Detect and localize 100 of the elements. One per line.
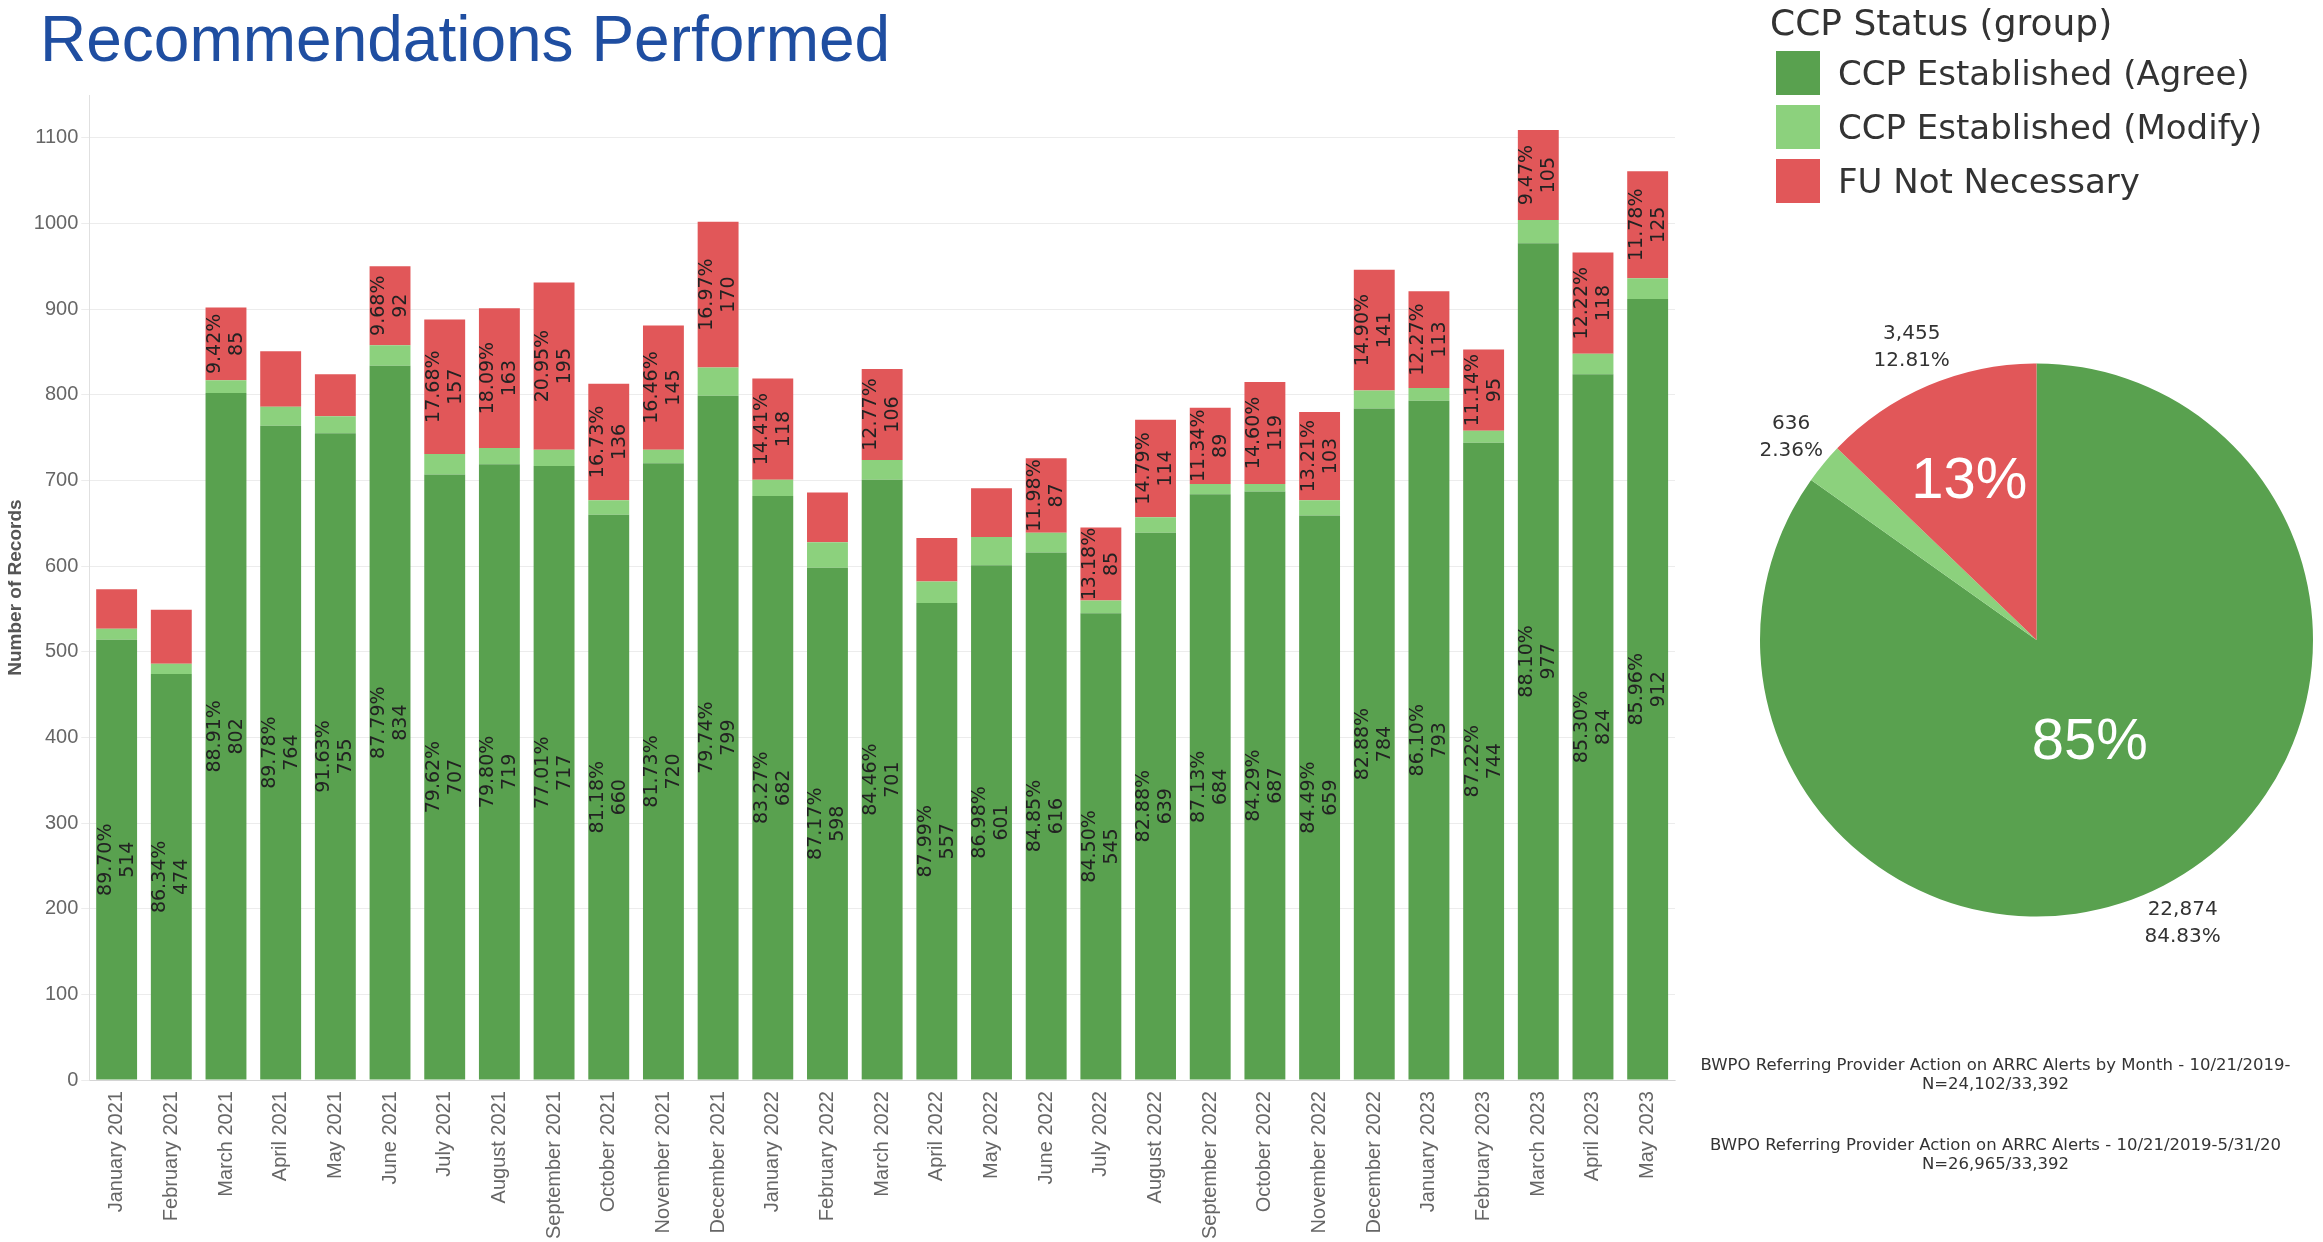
bar <box>1025 532 1067 553</box>
bar <box>1627 298 1669 1080</box>
data-label: 20.95% 195 <box>530 329 575 403</box>
data-label: 81.18% 660 <box>584 760 629 834</box>
data-label: 81.73% 720 <box>639 735 684 808</box>
x-tick-label: June 2021 <box>377 1091 400 1185</box>
bar <box>205 393 247 1080</box>
text: 13% <box>1911 445 2028 511</box>
y-tick-label: 700 <box>44 468 79 490</box>
bar <box>314 416 356 434</box>
bar <box>533 449 575 466</box>
data-label: 17.68% 157 <box>420 350 465 423</box>
data-label: 11.78% 125 <box>1623 188 1668 262</box>
bar <box>424 453 466 475</box>
bar <box>1463 442 1505 1080</box>
bar <box>1189 483 1231 495</box>
bar <box>369 365 411 1080</box>
y-tick-label: 900 <box>44 296 79 319</box>
x-tick-label: September 2022 <box>1197 1091 1220 1240</box>
bar <box>424 474 466 1080</box>
bar <box>314 374 356 417</box>
data-label: 13.18% 85 <box>1076 527 1121 601</box>
data-label: 82.88% 639 <box>1131 769 1176 843</box>
data-label: 9.68% 92 <box>365 275 410 336</box>
bar <box>1244 483 1286 492</box>
data-label: 88.10% 977 <box>1514 625 1559 698</box>
x-tick-label: March 2022 <box>869 1091 892 1197</box>
data-label: 11.34% 89 <box>1186 409 1231 483</box>
bar <box>916 602 958 1080</box>
x-tick-label: October 2021 <box>596 1091 619 1213</box>
text: BWPO Referring Provider Action on ARRC Alerts by Month - 10/21/2019- N=24,102/33,392 <box>1699 1055 2292 1093</box>
data-label: 16.73% 136 <box>584 405 629 479</box>
data-label: 12.77% 106 <box>858 378 903 451</box>
data-label: 91.63% 755 <box>311 720 356 793</box>
y-tick-label: 400 <box>44 724 79 747</box>
data-label: 11.98% 87 <box>1022 459 1067 532</box>
x-tick-label: February 2021 <box>158 1091 181 1222</box>
bar <box>1080 613 1122 1080</box>
bar <box>1572 374 1614 1080</box>
bar <box>642 449 684 464</box>
bar <box>1080 600 1122 614</box>
x-tick-label: November 2022 <box>1307 1091 1330 1234</box>
bar <box>1353 390 1395 409</box>
data-label: 84.49% 659 <box>1295 761 1340 834</box>
legend-label: CCP Established (Agree) <box>1838 53 2250 93</box>
y-tick-label: 0 <box>67 1067 79 1090</box>
bar <box>1244 491 1286 1080</box>
data-label: 16.46% 145 <box>639 351 684 424</box>
bar <box>533 465 575 1080</box>
y-tick-label: 1000 <box>33 211 79 234</box>
x-tick-label: March 2021 <box>213 1091 236 1197</box>
text: BWPO Referring Provider Action on ARRC Alerts - 10/21/2019-5/31/20 N=26,965/33,392 <box>1708 1135 2283 1173</box>
data-label: 14.41% 118 <box>748 392 793 466</box>
data-label: 14.90% 141 <box>1350 293 1395 367</box>
x-tick-label: June 2022 <box>1033 1091 1056 1185</box>
data-label: 85.96% 912 <box>1623 653 1668 726</box>
data-label: 79.80% 719 <box>475 735 520 809</box>
text: 85% <box>2031 706 2148 772</box>
x-tick-label: August 2022 <box>1143 1091 1166 1204</box>
data-label: 87.17% 598 <box>803 787 848 860</box>
data-label: 79.74% 799 <box>694 701 739 774</box>
data-label: 3,455 12.81% <box>1873 319 1950 371</box>
x-tick-label: April 2021 <box>268 1091 291 1182</box>
x-tick-label: March 2023 <box>1525 1091 1548 1197</box>
data-label: 86.98% 601 <box>967 786 1012 859</box>
x-tick-label: April 2022 <box>924 1091 947 1182</box>
bar <box>1517 243 1559 1080</box>
data-label: 13.21% 103 <box>1295 419 1340 493</box>
data-label: 87.79% 834 <box>365 686 410 759</box>
x-tick-label: October 2022 <box>1252 1091 1275 1213</box>
bar <box>1299 515 1341 1080</box>
bar <box>260 425 302 1080</box>
data-label: 89.70% 514 <box>92 823 137 896</box>
data-label: 88.91% 802 <box>201 700 246 773</box>
bar <box>1408 400 1450 1080</box>
bar <box>807 492 848 543</box>
bar <box>971 488 1012 538</box>
bar <box>1189 494 1231 1080</box>
bar <box>861 459 903 480</box>
bar <box>588 514 630 1080</box>
x-tick-label: July 2021 <box>432 1091 455 1177</box>
chart-title: Recommendations Performed <box>40 2 891 76</box>
data-label: 22,874 84.83% <box>2144 895 2221 947</box>
bar <box>1463 430 1505 443</box>
data-label: 12.22% 118 <box>1568 266 1613 340</box>
bar <box>1135 532 1176 1080</box>
bar <box>971 565 1012 1080</box>
bar <box>807 567 848 1080</box>
bar <box>916 581 958 603</box>
data-label: 9.42% 85 <box>201 313 246 375</box>
bar <box>150 609 192 664</box>
bar <box>260 351 302 407</box>
data-label: 18.09% 163 <box>475 341 520 415</box>
x-tick-label: February 2023 <box>1471 1091 1494 1222</box>
y-axis-title: Number of Records <box>3 499 25 676</box>
bar <box>260 406 302 426</box>
bar <box>478 464 520 1080</box>
legend-title: CCP Status (group) <box>1770 2 2114 43</box>
bar <box>533 282 575 450</box>
data-label: 84.85% 616 <box>1022 779 1067 853</box>
